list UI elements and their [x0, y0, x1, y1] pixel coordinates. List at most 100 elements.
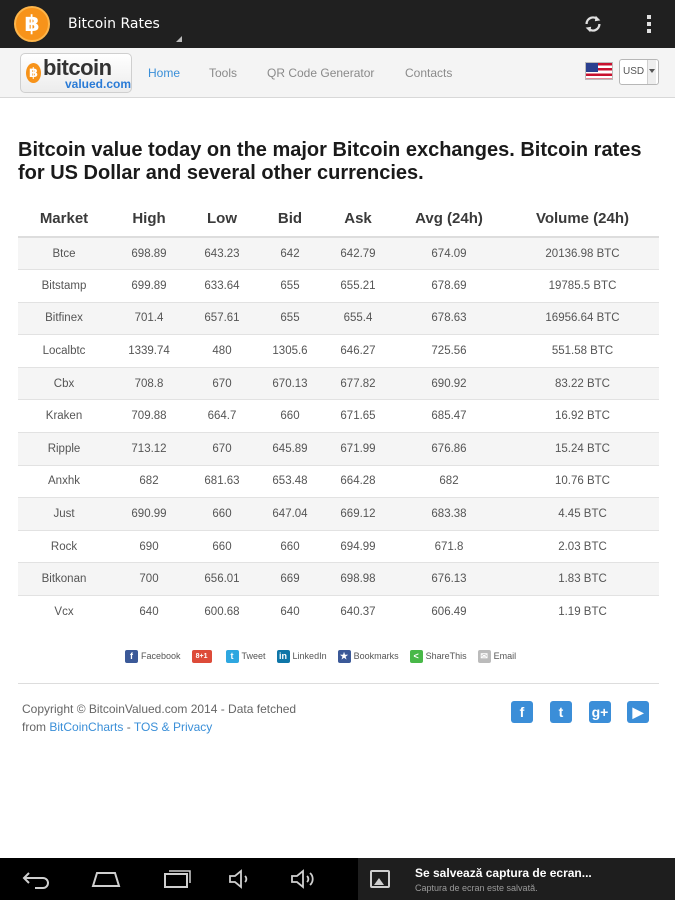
share-label: Tweet: [241, 651, 266, 661]
back-icon[interactable]: [20, 868, 52, 890]
table-cell: 690.92: [392, 366, 506, 400]
bitcoin-logo-icon[interactable]: ฿: [14, 6, 50, 42]
currency-select[interactable]: USD: [619, 59, 659, 85]
table-cell: 643.23: [188, 236, 256, 270]
column-header: High: [110, 201, 188, 238]
table-cell: 640: [256, 595, 324, 629]
twitter-icon[interactable]: t: [550, 701, 572, 723]
table-cell: 708.8: [110, 366, 188, 400]
share-sharethis-button[interactable]: < ShareThis: [409, 649, 467, 663]
google-plus-icon[interactable]: g+: [589, 701, 611, 723]
share-linkedin-button[interactable]: in LinkedIn: [276, 649, 327, 663]
separator-text: -: [123, 720, 134, 734]
app-title-spinner[interactable]: Bitcoin Rates: [68, 16, 182, 42]
table-cell: 16956.64 BTC: [506, 301, 659, 335]
share-facebook-button[interactable]: f Facebook: [125, 649, 181, 663]
volume-up-icon[interactable]: [288, 868, 320, 890]
table-cell: 676.86: [392, 432, 506, 466]
table-cell: 606.49: [392, 595, 506, 629]
facebook-icon: f: [125, 649, 138, 663]
nav-contacts-link[interactable]: Contacts: [405, 66, 453, 80]
table-cell: 640: [110, 595, 188, 629]
overflow-menu-icon[interactable]: [637, 12, 661, 36]
table-cell: 660: [256, 399, 324, 433]
column-header: Volume (24h): [506, 201, 659, 238]
share-label: Bookmarks: [353, 651, 399, 661]
table-cell: 685.47: [392, 399, 506, 433]
nav-home-link[interactable]: Home: [148, 66, 181, 80]
table-cell: Just: [18, 497, 110, 531]
tos-privacy-link[interactable]: TOS & Privacy: [133, 720, 213, 734]
table-row: Kraken 709.88 664.7 660 671.65 685.47 16.92 BT…: [18, 399, 659, 433]
table-cell: 640.37: [324, 595, 392, 629]
table-cell: 699.89: [110, 269, 188, 303]
logo-sub-text: valued.com: [64, 76, 131, 91]
table-cell: 1339.74: [110, 334, 188, 368]
table-cell: 700: [110, 562, 188, 596]
table-cell: 682: [110, 464, 188, 498]
table-cell: 660: [188, 529, 256, 563]
table-cell: 664.7: [188, 399, 256, 433]
nav-tools-link[interactable]: Tools: [209, 66, 238, 80]
table-cell: 633.64: [188, 269, 256, 303]
table-cell: 690: [110, 529, 188, 563]
from-text: from: [22, 720, 50, 734]
share-label: Facebook: [141, 651, 181, 661]
notification-subtitle: Captura de ecran este salvată.: [415, 883, 538, 893]
table-cell: 1.19 BTC: [506, 595, 659, 629]
table-cell: 642.79: [324, 236, 392, 270]
table-cell: 20136.98 BTC: [506, 236, 659, 270]
table-cell: 653.48: [256, 464, 324, 498]
table-cell: 671.65: [324, 399, 392, 433]
share-label: LinkedIn: [292, 651, 327, 661]
recent-apps-icon[interactable]: [160, 868, 194, 890]
table-cell: 660: [256, 529, 324, 563]
table-cell: 682: [392, 464, 506, 498]
nav-qr-code-generator-link[interactable]: QR Code Generator: [267, 66, 375, 80]
table-cell: Localbtc: [18, 334, 110, 368]
image-icon: [370, 870, 390, 888]
table-cell: 1.83 BTC: [506, 562, 659, 596]
youtube-icon[interactable]: ▶: [627, 701, 649, 723]
table-row: Ripple 713.12 670 645.89 671.99 676.86 15.24 B…: [18, 432, 659, 466]
footer-text: Copyright © BitcoinValued.com 2014 - Dat…: [22, 700, 296, 736]
share-email-button[interactable]: ✉ Email: [477, 649, 516, 663]
bitcoincharts-link[interactable]: BitCoinCharts: [49, 720, 124, 734]
facebook-icon[interactable]: f: [511, 701, 533, 723]
table-cell: Bitfinex: [18, 301, 110, 335]
spinner-caret-icon: [175, 36, 182, 42]
table-cell: 10.76 BTC: [506, 464, 659, 498]
table-cell: 600.68: [188, 595, 256, 629]
table-cell: 669: [256, 562, 324, 596]
column-header: Bid: [256, 201, 324, 238]
share-google-plus-one-button[interactable]: 8+1: [191, 649, 215, 663]
table-cell: 713.12: [110, 432, 188, 466]
table-cell: 642: [256, 236, 324, 270]
table-row: Btce 698.89 643.23 642 642.79 674.09 20136.98 …: [18, 236, 659, 270]
table-row: Bitkonan 700 656.01 669 698.98 676.13 1.83 BTC: [18, 562, 659, 596]
share-bookmarks-button[interactable]: ★ Bookmarks: [337, 649, 399, 663]
table-cell: 655: [256, 269, 324, 303]
table-cell: Kraken: [18, 399, 110, 433]
share-twitter-button[interactable]: t Tweet: [225, 649, 266, 663]
table-cell: 676.13: [392, 562, 506, 596]
table-cell: 480: [188, 334, 256, 368]
site-navbar: ฿ bitcoin valued.com Home Tools QR Code …: [0, 48, 675, 98]
refresh-icon[interactable]: [581, 12, 605, 36]
table-row: Just 690.99 660 647.04 669.12 683.38 4.45 BTC: [18, 497, 659, 531]
table-row: Anxhk 682 681.63 653.48 664.28 682 10.76 BTC: [18, 464, 659, 498]
table-cell: 674.09: [392, 236, 506, 270]
table-cell: Rock: [18, 529, 110, 563]
home-icon[interactable]: [88, 868, 124, 890]
table-cell: 1305.6: [256, 334, 324, 368]
linkedin-icon: in: [276, 649, 290, 663]
table-cell: 16.92 BTC: [506, 399, 659, 433]
table-cell: Cbx: [18, 366, 110, 400]
column-header: Ask: [324, 201, 392, 238]
screenshot-notification[interactable]: Se salvează captura de ecran... Captura …: [358, 858, 675, 900]
table-cell: 701.4: [110, 301, 188, 335]
volume-down-icon[interactable]: [226, 868, 256, 890]
table-row: Bitstamp 699.89 633.64 655 655.21 678.69 19785…: [18, 269, 659, 303]
table-cell: 551.58 BTC: [506, 334, 659, 368]
bitcoinvalued-logo[interactable]: ฿ bitcoin valued.com: [20, 53, 132, 93]
